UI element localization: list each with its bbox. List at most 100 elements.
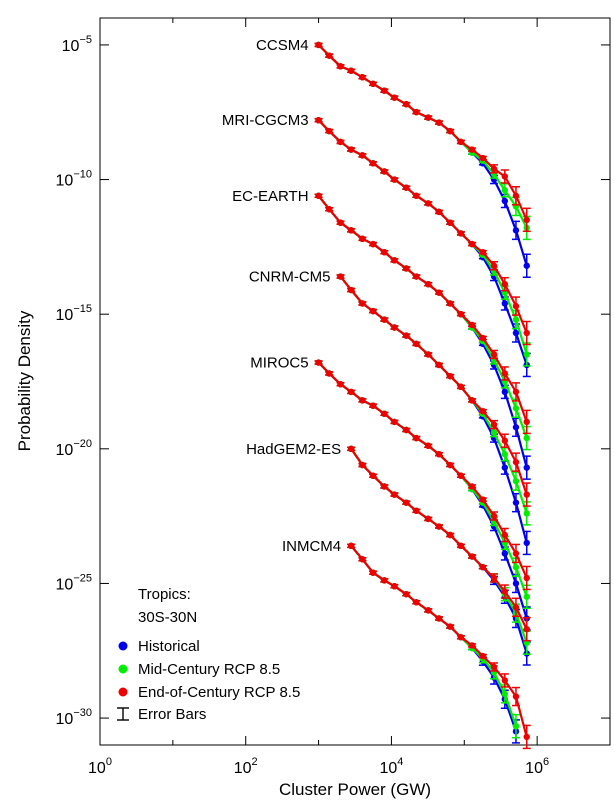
cnrm-cm5-end-point [523, 491, 530, 498]
hadgem2-es-end-point [381, 483, 388, 490]
miroc5-historical-point [512, 580, 520, 587]
inmcm4-end-point [457, 634, 465, 641]
miroc5-mid-point [512, 564, 520, 571]
hadgem2-es-end-point [523, 625, 530, 633]
ccsm4-end-point [413, 108, 420, 116]
cnrm-cm5-end-point [479, 407, 487, 415]
ccsm4-end-point [501, 173, 509, 180]
miroc5-end-point [425, 442, 432, 449]
hadgem2-es-end-point [369, 472, 377, 479]
y-tick-exponent: −5 [79, 34, 92, 46]
y-tick-label: 10−10 [56, 169, 92, 190]
ec-earth-end-point [490, 351, 498, 358]
ec-earth-end-point [326, 206, 333, 213]
legend-marker-2 [118, 687, 128, 697]
x-tick-exponent: 4 [397, 756, 403, 768]
cnrm-cm5-mid-point [523, 510, 530, 517]
ec-earth-historical-point [512, 424, 520, 431]
ccsm4-historical-point [512, 227, 520, 234]
miroc5-end-point [369, 402, 377, 409]
cnrm-cm5-historical-point [512, 499, 520, 506]
ec-earth-end-point [435, 289, 443, 296]
cnrm-cm5-end-point [413, 340, 420, 348]
x-tick-label: 104 [379, 756, 403, 777]
hadgem2-es-end-point [468, 553, 476, 560]
miroc5-end-point [315, 359, 322, 366]
mri-cgcm3-end-point [512, 302, 520, 310]
ec-earth-end-point [347, 227, 355, 234]
cnrm-cm5-end-point [512, 458, 520, 466]
inmcm4-end-point [403, 590, 410, 598]
model-label-hadgem2-es: HadGEM2-ES [246, 441, 341, 458]
inmcm4-end-point [425, 607, 432, 614]
ec-earth-end-point [369, 240, 377, 248]
inmcm4-end-point [446, 623, 454, 630]
cnrm-cm5-historical-line [339, 275, 528, 544]
ec-earth-end-point [359, 235, 366, 243]
ec-earth-end-point [315, 192, 322, 199]
x-tick-label: 102 [234, 756, 258, 777]
ec-earth-end-point [391, 257, 398, 264]
mri-cgcm3-end-point [403, 184, 410, 191]
cnrm-cm5-end-point [381, 316, 388, 323]
mri-cgcm3-historical-point [512, 329, 520, 337]
cnrm-cm5-end-point [337, 273, 344, 280]
cnrm-cm5-mid-line [339, 275, 528, 514]
miroc5-end-point [391, 418, 398, 426]
miroc5-end-point [457, 472, 465, 479]
miroc5-end-point [523, 574, 530, 582]
inmcm4-end-point [468, 642, 476, 649]
y-tick-label: 10−5 [62, 34, 92, 55]
mri-cgcm3-end-point [446, 219, 454, 226]
hadgem2-es-end-point [425, 515, 432, 523]
y-tick-base: 10 [56, 307, 74, 324]
hadgem2-es-end-point [403, 499, 410, 506]
y-tick-label: 10−20 [56, 438, 92, 459]
x-tick-exponent: 6 [543, 756, 549, 768]
mri-cgcm3-end-point [391, 176, 398, 183]
ccsm4-end-point [369, 80, 377, 87]
y-tick-label: 10−30 [56, 707, 92, 728]
y-tick-base: 10 [56, 173, 74, 190]
x-axis-title: Cluster Power (GW) [279, 780, 431, 799]
hadgem2-es-end-point [435, 523, 443, 530]
miroc5-end-point [490, 512, 498, 520]
annotation-line-1: Tropics: [138, 586, 191, 603]
ccsm4-historical-point [523, 262, 530, 269]
hadgem2-es-mid-line [350, 448, 528, 644]
y-tick-exponent: −10 [73, 169, 92, 181]
y-tick-exponent: −15 [73, 303, 92, 315]
ccsm4-end-point [337, 63, 344, 70]
y-tick-base: 10 [56, 442, 74, 459]
inmcm4-end-point [391, 583, 398, 590]
plot-frame [99, 17, 611, 746]
ccsm4-end-point [446, 127, 454, 135]
ccsm4-end-point [490, 165, 498, 173]
hadgem2-es-end-line [350, 448, 528, 630]
miroc5-end-point [326, 370, 333, 377]
mri-cgcm3-mid-point [523, 351, 530, 358]
model-label-ccsm4: CCSM4 [256, 37, 309, 54]
model-label-inmcm4: INMCM4 [282, 538, 341, 555]
cnrm-cm5-end-point [457, 383, 465, 391]
y-tick-base: 10 [62, 38, 80, 55]
legend-label-3: Error Bars [138, 706, 206, 723]
hadgem2-es-end-point [446, 531, 454, 539]
hadgem2-es-end-point [490, 574, 498, 582]
hadgem2-es-end-point [512, 604, 520, 611]
mri-cgcm3-end-point [359, 152, 366, 159]
mri-cgcm3-end-point [337, 138, 344, 146]
mri-cgcm3-end-point [468, 240, 476, 248]
cnrm-cm5-end-point [347, 286, 355, 294]
cnrm-cm5-mid-point [512, 477, 520, 485]
ccsm4-end-point [425, 114, 432, 121]
mri-cgcm3-end-point [315, 117, 322, 124]
ec-earth-mid-point [512, 405, 520, 412]
ccsm4-end-point [403, 100, 410, 108]
mri-cgcm3-historical-point [501, 300, 509, 307]
x-tick-base: 10 [88, 760, 106, 777]
mri-cgcm3-end-point [457, 230, 465, 237]
mri-cgcm3-mid-point [512, 316, 520, 323]
y-tick-base: 10 [56, 576, 74, 593]
legend-label-0: Historical [138, 638, 200, 655]
